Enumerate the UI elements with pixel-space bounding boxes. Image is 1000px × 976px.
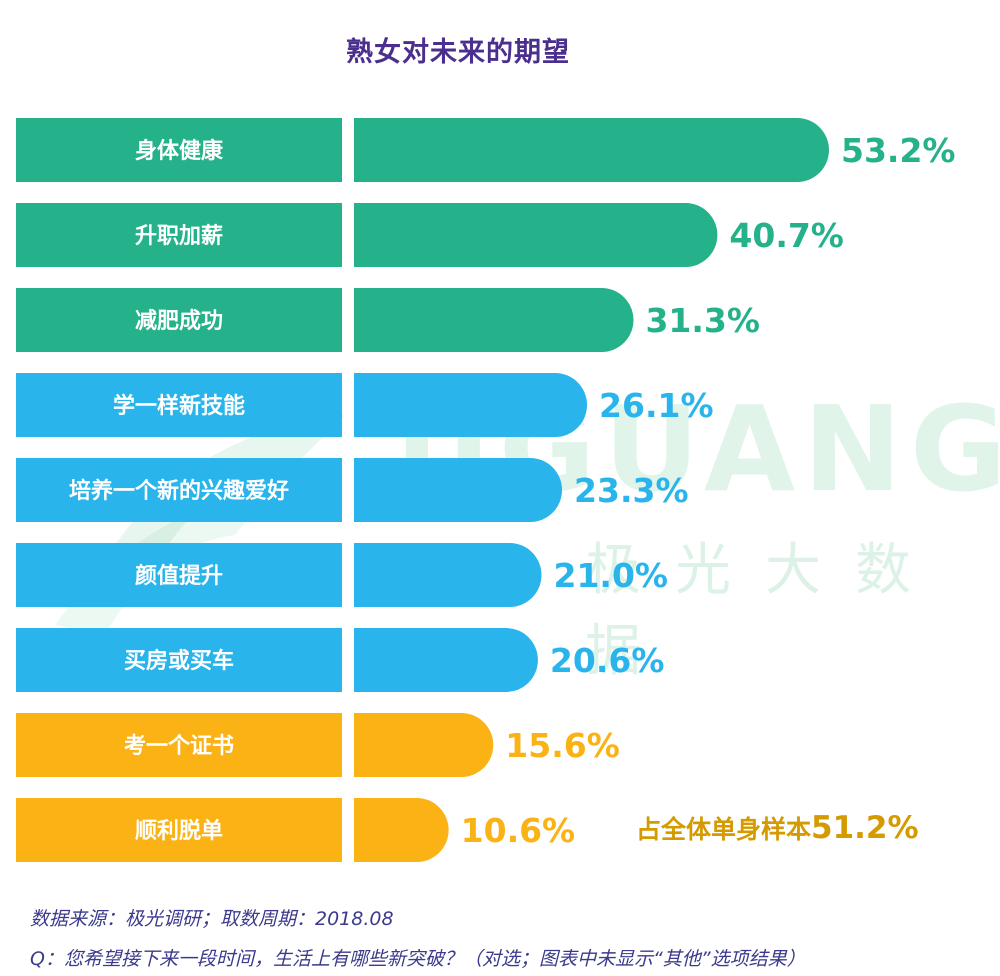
bar	[354, 798, 449, 862]
value-label: 20.6%	[550, 641, 665, 680]
value-label: 23.3%	[574, 471, 689, 510]
bar	[354, 118, 829, 182]
value-label: 40.7%	[729, 216, 844, 255]
bar	[354, 203, 718, 267]
bar	[354, 458, 563, 522]
value-label: 26.1%	[599, 386, 714, 425]
category-label: 培养一个新的兴趣爱好	[69, 478, 289, 504]
category-label-bg	[16, 288, 342, 352]
category-label: 颜值提升	[135, 563, 223, 589]
category-label-bg	[16, 628, 342, 692]
category-label: 减肥成功	[135, 308, 223, 334]
sample-note-value: 51.2%	[811, 810, 919, 846]
bar	[354, 373, 588, 437]
value-label: 31.3%	[645, 301, 760, 340]
bar	[354, 713, 494, 777]
bar	[354, 288, 634, 352]
chart-title: 熟女对未来的期望	[346, 37, 570, 68]
category-label-bg	[16, 118, 342, 182]
sample-note-text: 占全体单身样本	[636, 815, 812, 844]
sample-note: 占全体单身样本51.2%	[636, 810, 919, 846]
bar	[354, 543, 542, 607]
value-label: 53.2%	[841, 131, 956, 170]
category-label-bg	[16, 798, 342, 862]
value-label: 21.0%	[554, 556, 669, 595]
category-label: 考一个证书	[124, 734, 234, 759]
category-label: 买房或买车	[124, 648, 234, 674]
category-label: 身体健康	[135, 138, 224, 164]
category-label-bg	[16, 713, 342, 777]
category-label: 升职加薪	[135, 223, 223, 249]
value-label: 15.6%	[505, 726, 620, 765]
category-label: 顺利脱单	[135, 819, 223, 844]
data-source: 数据来源：极光调研；取数周期：2018.08	[30, 908, 394, 930]
category-label-bg	[16, 543, 342, 607]
category-label-bg	[16, 203, 342, 267]
category-label: 学一样新技能	[113, 393, 245, 419]
category-label-bg	[16, 458, 342, 522]
category-label-bg	[16, 373, 342, 437]
survey-question: Q：您希望接下来一段时间，生活上有哪些新突破？（对选；图表中未显示“其他”选项结…	[30, 948, 806, 970]
value-label: 10.6%	[461, 811, 575, 850]
bar	[354, 628, 538, 692]
